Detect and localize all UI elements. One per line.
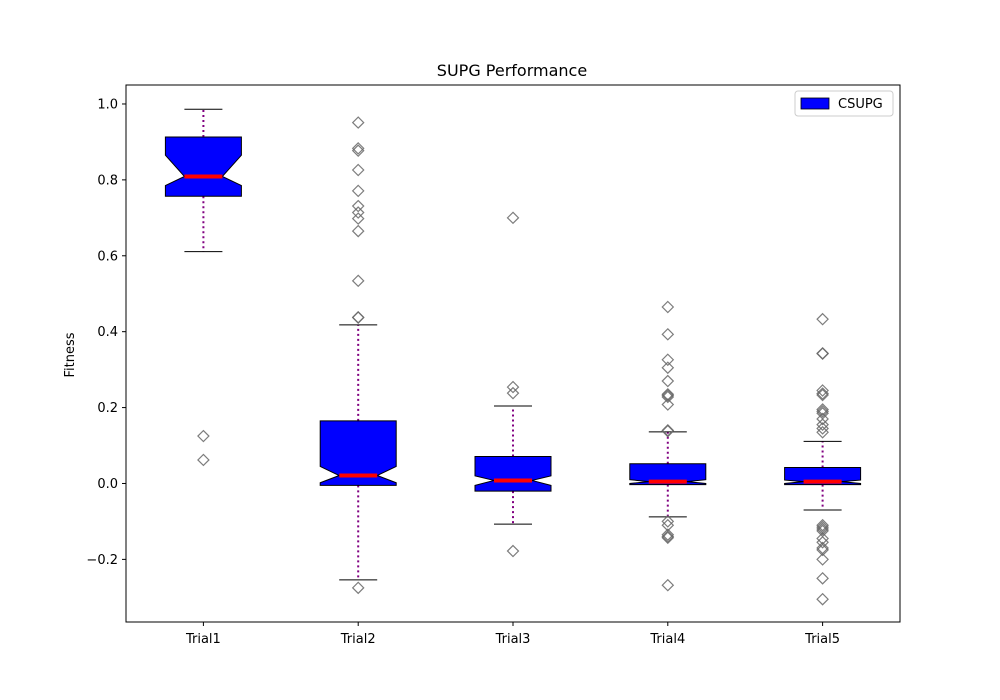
box <box>629 463 707 486</box>
y-tick-label: 0.4 <box>97 325 118 340</box>
x-tick-label: Trial4 <box>649 632 685 647</box>
flier-point <box>816 412 829 426</box>
legend: CSUPG <box>794 90 894 117</box>
flier-point <box>661 327 675 341</box>
plot-area: −0.2 0.0 0.2 0.4 0.6 0.8 1.0 Trial1 Trial2 Trial3… <box>86 97 862 647</box>
flier-point <box>351 144 365 158</box>
chart-title: SUPG Performance <box>437 61 587 80</box>
flier-point <box>197 429 210 443</box>
flier-point <box>197 453 210 467</box>
y-axis-label: Fitness <box>63 332 78 377</box>
flier-point <box>506 386 520 400</box>
flier-point <box>661 361 675 375</box>
legend-frame <box>794 90 894 117</box>
box-group <box>784 312 862 606</box>
legend-swatch <box>800 97 830 110</box>
flier-point <box>351 142 365 155</box>
flier-point <box>661 528 675 542</box>
flier-point <box>661 424 675 438</box>
flier-point <box>661 578 675 592</box>
flier-point <box>506 211 520 225</box>
flier-point <box>816 553 829 566</box>
flier-point <box>816 535 829 549</box>
flier-point <box>661 353 675 367</box>
flier-point <box>351 206 365 219</box>
x-tick-label: Trial1 <box>185 632 221 647</box>
flier-point <box>661 531 675 545</box>
flier-point <box>816 388 829 402</box>
x-tick-label: Trial2 <box>340 632 376 647</box>
flier-point <box>816 425 829 439</box>
box <box>164 136 242 197</box>
flier-point <box>816 418 829 432</box>
flier-point <box>816 543 829 557</box>
y-tick-label: 0.8 <box>97 173 118 188</box>
flier-point <box>661 530 675 543</box>
x-tick-label: Trial3 <box>495 632 531 647</box>
flier-point <box>351 212 365 225</box>
plot-frame <box>125 84 901 623</box>
y-tick-label: 0.0 <box>97 477 118 492</box>
box <box>319 420 397 486</box>
box-group <box>164 108 242 467</box>
flier-point <box>351 163 365 177</box>
legend-label: CSUPG <box>838 97 883 112</box>
box-group <box>474 211 552 558</box>
flier-point <box>661 390 675 404</box>
box <box>474 456 552 492</box>
y-tick-label: 0.6 <box>97 249 118 264</box>
flier-point <box>816 403 829 416</box>
flier-point <box>351 581 365 595</box>
flier-point <box>506 544 520 558</box>
flier-point <box>816 592 829 606</box>
flier-point <box>816 572 829 585</box>
flier-point <box>816 384 829 397</box>
x-tick-label: Trial5 <box>804 632 840 647</box>
flier-point <box>351 311 365 324</box>
flier-point <box>816 312 829 326</box>
flier-point <box>661 300 675 314</box>
flier-point <box>816 405 829 418</box>
flier-point <box>816 347 829 361</box>
flier-point <box>351 274 365 288</box>
flier-point <box>816 422 829 435</box>
flier-point <box>661 374 675 388</box>
flier-point <box>816 518 829 532</box>
y-tick-label: 0.2 <box>97 401 118 416</box>
y-tick-label: 1.0 <box>97 97 118 112</box>
flier-point <box>351 199 365 213</box>
flier-point <box>506 380 520 394</box>
flier-point <box>351 224 365 238</box>
flier-point <box>661 398 675 411</box>
flier-point <box>816 387 829 400</box>
flier-point <box>351 116 365 129</box>
box-group <box>629 300 707 592</box>
flier-point <box>351 184 365 198</box>
flier-point <box>661 515 675 528</box>
y-tick-label: −0.2 <box>86 553 118 568</box>
box-group <box>319 116 397 595</box>
flier-point <box>816 522 829 536</box>
flier-point <box>661 389 675 402</box>
